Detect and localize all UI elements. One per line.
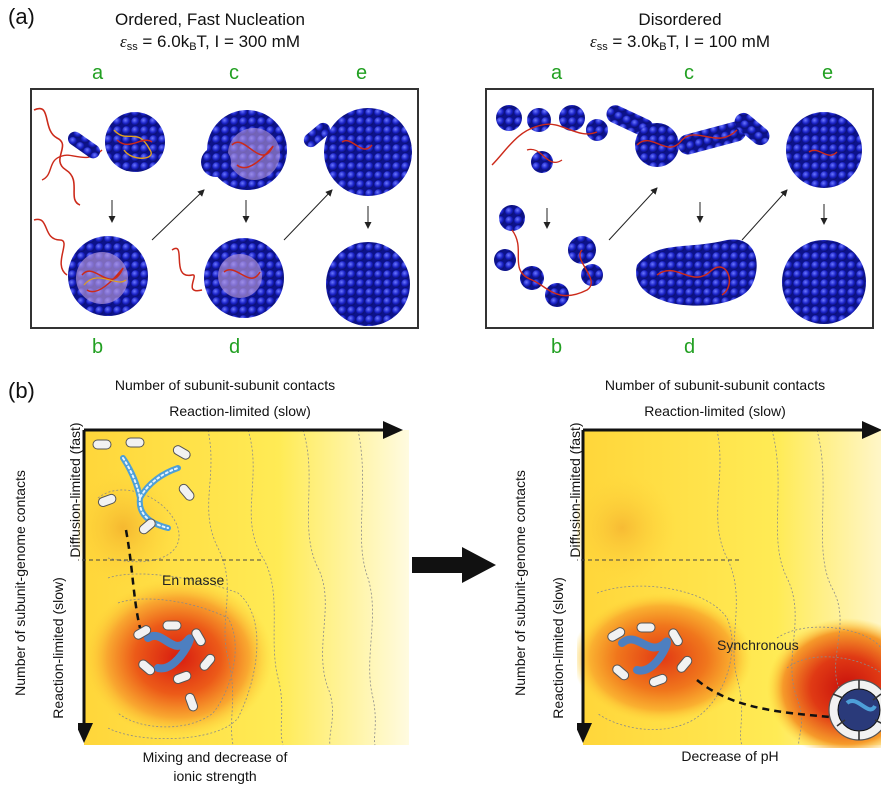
right-arrow-d-e [741, 189, 788, 241]
left-landscape-contours [97, 429, 376, 746]
right-title-line1: Disordered [638, 10, 722, 29]
right-landscape-contours [596, 429, 881, 746]
right-stage-b-clusters [494, 205, 603, 307]
left-params-rest: T, I = 300 mM [196, 32, 300, 51]
left-stage-d-capsid [171, 238, 284, 318]
left-stage-b-capsid [33, 218, 148, 316]
left-caption-line2: ionic strength [173, 768, 257, 784]
left-cluster-illustration [133, 620, 216, 712]
right-landscape-upper-basin [577, 473, 677, 583]
right-stage-label-d: d [684, 336, 696, 358]
panel-a-label: (a) [8, 4, 35, 29]
right-stage-e-capsid [782, 112, 866, 324]
left-arrow-b-c [151, 189, 205, 241]
right-title: Disordered εss = 3.0kBT, I = 100 mM [530, 10, 830, 53]
right-stage-d-capsid [636, 239, 757, 306]
right-landscape-top-title: Number of subunit-subunit contacts [604, 377, 826, 393]
right-kb-sub: B [659, 41, 667, 53]
right-landscape: Synchronous [577, 421, 881, 748]
left-caption-line1: Mixing and decrease of [142, 749, 288, 765]
transition-arrow [412, 547, 496, 583]
left-landscape-x-arrow-label: Reaction-limited (slow) [169, 403, 311, 419]
right-arrow-b-c [608, 187, 658, 241]
right-landscape-caption: Decrease of pH [681, 748, 779, 764]
left-eps-rest: = 6.0k [137, 32, 190, 51]
left-title-params: εss = 6.0kBT, I = 300 mM [60, 32, 360, 53]
right-cluster-illustration [607, 622, 693, 688]
left-stage-label-d: d [229, 336, 241, 358]
right-landscape-y-title: Number of subunit-genome contacts [512, 470, 528, 696]
left-title: Ordered, Fast Nucleation εss = 6.0kBT, I… [60, 10, 360, 53]
left-stage-label-a: a [92, 62, 104, 84]
left-landscape-y-title: Number of subunit-genome contacts [12, 470, 28, 696]
right-landscape-x-arrow-label: Reaction-limited (slow) [644, 403, 786, 419]
right-stage-label-b: b [551, 336, 563, 358]
panel-b-label: (b) [8, 378, 35, 403]
right-landscape-y-slow: Reaction-limited (slow) [550, 577, 566, 719]
right-eps-rest: = 3.0k [607, 32, 660, 51]
right-landscape-lower-basin [577, 593, 752, 723]
left-stage-e-capsid [303, 108, 412, 326]
right-title-params: εss = 3.0kBT, I = 100 mM [530, 32, 830, 53]
right-snapshot-illustration [491, 105, 866, 324]
right-snapshot-frame [485, 88, 874, 329]
right-capsid-illustration [828, 679, 881, 741]
left-landscape-caption: Mixing and decrease of ionic strength [60, 748, 370, 786]
right-stage-c-chain [606, 105, 770, 167]
right-stage-label-c: c [684, 62, 694, 84]
left-stage-a-capsid [33, 107, 165, 206]
right-eps-symbol: ε [589, 32, 597, 51]
left-snapshot-frame [30, 88, 419, 329]
left-kb-sub: B [189, 41, 197, 53]
right-stage-label-e: e [822, 62, 834, 84]
left-landscape-y-slow: Reaction-limited (slow) [50, 577, 66, 719]
right-landscape-y-arrowhead [577, 723, 592, 743]
right-landscape-x-arrowhead [862, 421, 881, 439]
left-genome-free-illustration [92, 437, 195, 535]
left-title-line1: Ordered, Fast Nucleation [115, 10, 305, 29]
left-landscape-top-title: Number of subunit-subunit contacts [114, 377, 336, 393]
right-stage-a-clusters [491, 105, 608, 173]
left-pathway-label: En masse [162, 572, 224, 588]
left-eps-symbol: ε [119, 32, 127, 51]
left-landscape: En masse [78, 421, 409, 746]
left-stage-label-b: b [92, 336, 104, 358]
left-stage-label-e: e [356, 62, 368, 84]
left-landscape-x-arrowhead [383, 421, 403, 439]
left-stage-c-capsid [201, 110, 287, 190]
right-stage-label-a: a [551, 62, 563, 84]
left-landscape-y-arrowhead [78, 723, 93, 743]
right-pathway-line [696, 679, 840, 720]
right-pathway-label: Synchronous [717, 637, 799, 653]
left-snapshot-illustration [33, 107, 412, 326]
left-arrow-d-e [283, 189, 333, 241]
right-eps-sub: ss [596, 41, 608, 53]
left-stage-label-c: c [229, 62, 239, 84]
left-pathway-line [124, 529, 142, 629]
left-eps-sub: ss [126, 41, 138, 53]
right-params-rest: T, I = 100 mM [666, 32, 770, 51]
